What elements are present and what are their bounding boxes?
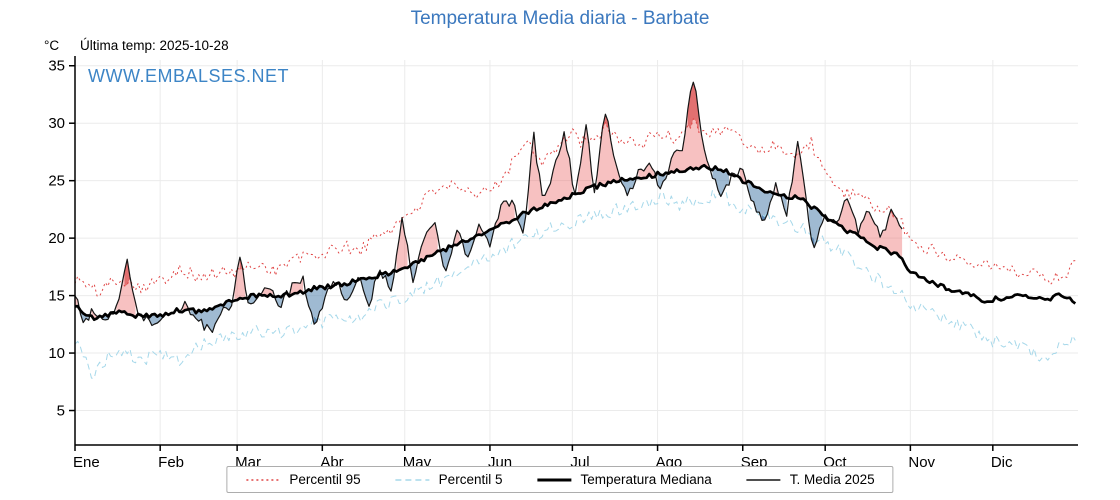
y-tick-label: 35 <box>48 58 65 75</box>
y-tick-label: 5 <box>57 403 65 420</box>
x-tick-label: Nov <box>908 454 935 470</box>
fill-below-median <box>80 166 823 333</box>
legend: Percentil 95 Percentil 5 Temperatura Med… <box>226 466 894 493</box>
legend-item-media-2025: T. Media 2025 <box>746 472 875 487</box>
fill-above-median <box>75 82 903 320</box>
legend-line-media-2025 <box>746 478 781 481</box>
y-tick-label: 30 <box>48 115 65 132</box>
series-line-0 <box>74 118 1076 297</box>
fill-above-p95 <box>124 82 894 286</box>
watermark: WWW.EMBALSES.NET <box>88 66 289 86</box>
chart-title: Temperatura Media diaria - Barbate <box>410 8 710 29</box>
legend-line-percentil-5 <box>395 478 430 481</box>
legend-label: T. Media 2025 <box>789 472 875 487</box>
legend-label: Percentil 95 <box>289 472 361 487</box>
legend-line-mediana <box>537 478 572 481</box>
legend-label: Temperatura Mediana <box>580 472 712 487</box>
y-tick-label: 25 <box>48 173 65 190</box>
legend-item-percentil-95: Percentil 95 <box>245 472 361 487</box>
legend-line-percentil-95 <box>246 478 281 481</box>
x-tick-label: Feb <box>158 454 184 470</box>
y-tick-label: 15 <box>48 288 65 305</box>
legend-item-percentil-5: Percentil 5 <box>395 472 503 487</box>
y-tick-label: 10 <box>48 345 65 362</box>
x-tick-label: Dic <box>991 454 1013 470</box>
last-temp-label: Última temp: 2025-10-28 <box>80 38 229 53</box>
y-axis-unit-label: °C <box>44 38 60 53</box>
series-line-1 <box>74 189 1076 379</box>
y-tick-label: 20 <box>48 230 65 247</box>
legend-label: Percentil 5 <box>438 472 503 487</box>
series-line-3 <box>74 81 903 333</box>
legend-item-mediana: Temperatura Mediana <box>536 472 712 487</box>
x-tick-label: Ene <box>73 454 100 470</box>
series-line-2 <box>74 163 1077 322</box>
